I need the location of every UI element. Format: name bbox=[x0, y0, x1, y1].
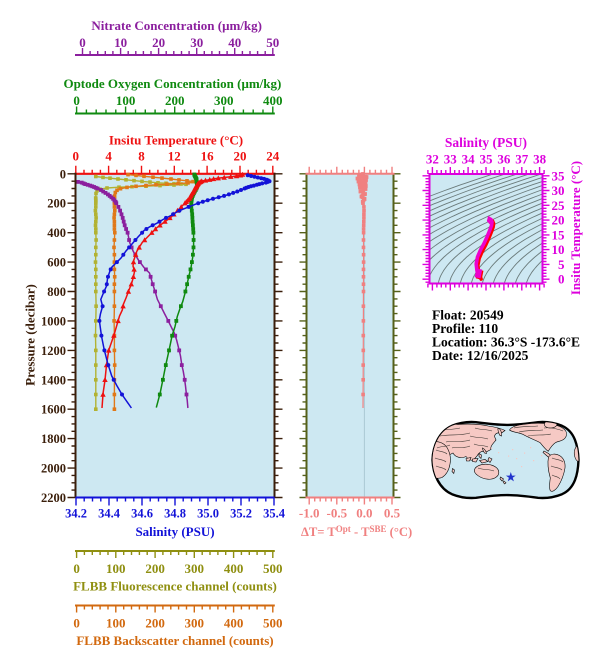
svg-text:400: 400 bbox=[47, 226, 66, 240]
svg-text:500: 500 bbox=[263, 561, 283, 576]
svg-text:Float: 20549: Float: 20549 bbox=[432, 308, 504, 323]
svg-text:35.4: 35.4 bbox=[263, 507, 286, 521]
svg-text:2200: 2200 bbox=[41, 491, 66, 505]
svg-text:200: 200 bbox=[145, 561, 165, 576]
svg-text:15: 15 bbox=[552, 227, 566, 242]
svg-text:50: 50 bbox=[266, 35, 279, 50]
svg-text:34.8: 34.8 bbox=[164, 507, 186, 521]
svg-text:34: 34 bbox=[462, 152, 476, 167]
svg-text:200: 200 bbox=[145, 616, 165, 631]
svg-text:Nitrate Concentration (μm/kg): Nitrate Concentration (μm/kg) bbox=[91, 18, 262, 33]
svg-text:500: 500 bbox=[263, 616, 283, 631]
svg-text:16: 16 bbox=[201, 149, 215, 164]
svg-text:34.2: 34.2 bbox=[65, 507, 87, 521]
svg-text:200: 200 bbox=[47, 197, 66, 211]
svg-text:Optode Oxygen Concentration (μ: Optode Oxygen Concentration (μm/kg) bbox=[63, 76, 281, 91]
svg-text:33: 33 bbox=[444, 152, 458, 167]
svg-text:300: 300 bbox=[214, 93, 234, 108]
svg-text:1400: 1400 bbox=[41, 373, 66, 387]
svg-text:FLBB Fluorescence channel (cou: FLBB Fluorescence channel (counts) bbox=[73, 579, 277, 594]
svg-text:40: 40 bbox=[228, 35, 241, 50]
svg-text:100: 100 bbox=[116, 93, 136, 108]
svg-text:400: 400 bbox=[224, 616, 244, 631]
svg-text:20: 20 bbox=[552, 213, 565, 228]
svg-text:35: 35 bbox=[480, 152, 494, 167]
svg-text:Salinity (PSU): Salinity (PSU) bbox=[135, 524, 214, 539]
svg-text:34.4: 34.4 bbox=[98, 507, 121, 521]
svg-text:100: 100 bbox=[106, 616, 126, 631]
svg-text:32: 32 bbox=[426, 152, 439, 167]
svg-text:34.6: 34.6 bbox=[131, 507, 153, 521]
svg-text:Pressure (decibar): Pressure (decibar) bbox=[23, 284, 38, 386]
svg-text:8: 8 bbox=[138, 149, 145, 164]
svg-text:20: 20 bbox=[152, 35, 165, 50]
svg-text:25: 25 bbox=[552, 198, 566, 213]
svg-text:1800: 1800 bbox=[41, 432, 66, 446]
svg-text:-1.0: -1.0 bbox=[299, 506, 320, 521]
svg-text:Date: 12/16/2025: Date: 12/16/2025 bbox=[432, 348, 529, 363]
svg-text:Location: 36.3°S -173.6°E: Location: 36.3°S -173.6°E bbox=[432, 335, 580, 350]
svg-text:30: 30 bbox=[552, 183, 565, 198]
svg-text:24: 24 bbox=[266, 149, 280, 164]
svg-text:30: 30 bbox=[190, 35, 203, 50]
svg-text:0.5: 0.5 bbox=[384, 506, 401, 521]
svg-text:35: 35 bbox=[552, 168, 566, 183]
svg-text:1000: 1000 bbox=[41, 314, 66, 328]
svg-text:38: 38 bbox=[533, 152, 547, 167]
svg-text:-0.5: -0.5 bbox=[327, 506, 348, 521]
svg-text:36: 36 bbox=[497, 152, 511, 167]
svg-text:0: 0 bbox=[60, 167, 66, 181]
svg-text:400: 400 bbox=[224, 561, 244, 576]
svg-text:0: 0 bbox=[79, 35, 86, 50]
svg-text:Salinity (PSU): Salinity (PSU) bbox=[445, 135, 527, 150]
svg-text:300: 300 bbox=[185, 561, 205, 576]
svg-text:35.0: 35.0 bbox=[197, 507, 219, 521]
svg-text:0.0: 0.0 bbox=[356, 506, 372, 521]
svg-text:0: 0 bbox=[73, 93, 80, 108]
svg-text:ΔT= TOpt - TSBE (°C): ΔT= TOpt - TSBE (°C) bbox=[301, 524, 412, 539]
svg-text:10: 10 bbox=[552, 242, 565, 257]
svg-text:Insitu Temperature (°C): Insitu Temperature (°C) bbox=[568, 161, 583, 295]
svg-text:100: 100 bbox=[106, 561, 126, 576]
svg-text:0: 0 bbox=[73, 616, 80, 631]
svg-text:FLBB Backscatter channel (coun: FLBB Backscatter channel (counts) bbox=[76, 633, 273, 648]
svg-text:300: 300 bbox=[185, 616, 205, 631]
svg-text:800: 800 bbox=[47, 285, 66, 299]
svg-text:4: 4 bbox=[105, 149, 112, 164]
svg-text:37: 37 bbox=[515, 152, 529, 167]
svg-text:20: 20 bbox=[234, 149, 247, 164]
svg-text:600: 600 bbox=[47, 256, 66, 270]
svg-text:200: 200 bbox=[165, 93, 185, 108]
svg-text:1600: 1600 bbox=[41, 403, 66, 417]
svg-text:0: 0 bbox=[73, 149, 80, 164]
svg-text:2000: 2000 bbox=[41, 462, 66, 476]
svg-text:1200: 1200 bbox=[41, 344, 66, 358]
svg-text:5: 5 bbox=[558, 257, 565, 272]
svg-text:400: 400 bbox=[263, 93, 283, 108]
svg-text:12: 12 bbox=[168, 149, 181, 164]
svg-text:Insitu Temperature (°C): Insitu Temperature (°C) bbox=[109, 133, 243, 148]
svg-text:10: 10 bbox=[114, 35, 127, 50]
svg-text:35.2: 35.2 bbox=[230, 507, 252, 521]
svg-text:Profile: 110: Profile: 110 bbox=[432, 321, 498, 336]
svg-text:0: 0 bbox=[73, 561, 80, 576]
svg-text:0: 0 bbox=[558, 272, 565, 287]
